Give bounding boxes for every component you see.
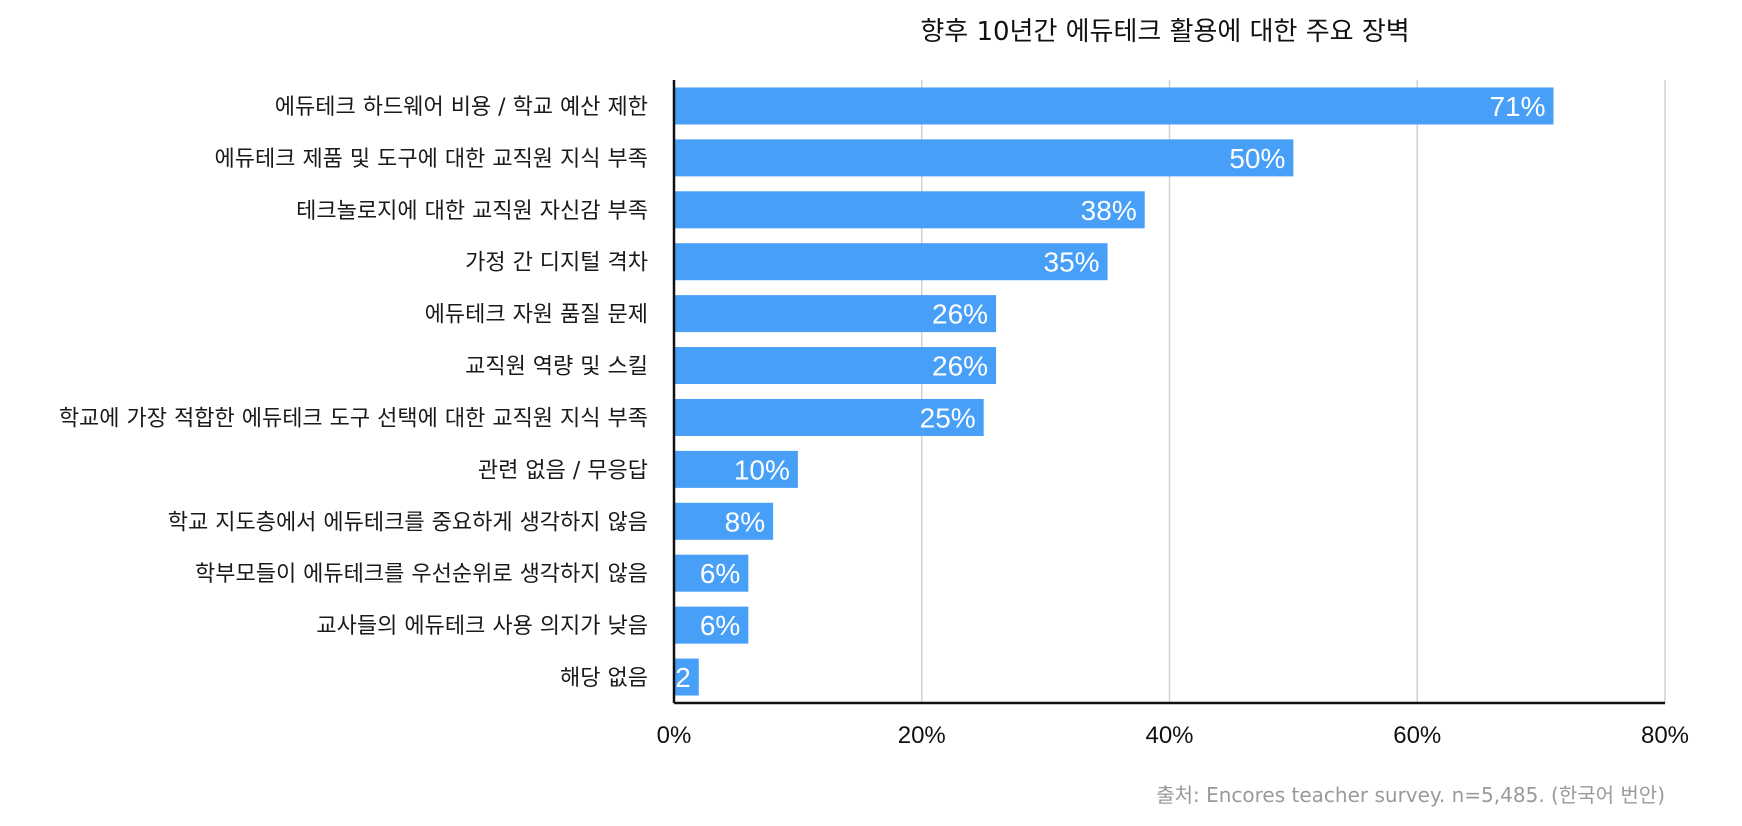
bar (674, 295, 997, 333)
bar-value-label: 10% (734, 454, 790, 485)
category-label: 학부모들이 에듀테크를 우선순위로 생각하지 않음 (195, 562, 648, 587)
x-axis-tick-labels: 0% 20% 40% 60% 80% (657, 722, 1689, 749)
bar-value-label: 6% (700, 558, 740, 589)
bar-value-label: 26% (932, 351, 988, 382)
bar-value-label: 6% (700, 610, 740, 641)
bar (674, 243, 1108, 281)
bar-value-label: 26% (932, 299, 988, 330)
chart-title: 향후 10년간 에듀테크 활용에 대한 주요 장벽 (920, 17, 1409, 47)
category-label: 교사들의 에듀테크 사용 의지가 낮음 (316, 614, 648, 639)
bar (674, 191, 1145, 229)
bar-value-label: 35% (1044, 247, 1100, 278)
x-tick-label: 40% (1145, 722, 1193, 749)
bar (674, 398, 984, 436)
bar-value-label: 50% (1229, 143, 1285, 174)
category-label: 학교 지도층에서 에듀테크를 중요하게 생각하지 않음 (168, 510, 648, 535)
bar-value-label: 25% (920, 402, 976, 433)
category-label: 테크놀로지에 대한 교직원 자신감 부족 (296, 199, 648, 224)
bar (674, 450, 798, 488)
x-tick-label: 20% (898, 722, 946, 749)
bar (674, 554, 749, 592)
bar-value-label: 38% (1081, 195, 1137, 226)
bar (674, 87, 1554, 125)
x-tick-label: 0% (657, 722, 692, 749)
category-label: 에듀테크 자원 품질 문제 (425, 303, 648, 328)
x-tick-label: 60% (1393, 722, 1441, 749)
category-label: 에듀테크 하드웨어 비용 / 학교 예산 제한 (275, 95, 648, 120)
x-tick-label: 80% (1641, 722, 1689, 749)
bar (674, 347, 997, 385)
category-label: 에듀테크 제품 및 도구에 대한 교직원 지식 부족 (214, 147, 648, 172)
bar-value-label: 71% (1489, 91, 1545, 122)
category-label: 학교에 가장 적합한 에듀테크 도구 선택에 대한 교직원 지식 부족 (59, 406, 648, 431)
bar (674, 658, 699, 696)
bar (674, 139, 1294, 177)
category-label: 가정 간 디지털 격차 (465, 251, 648, 276)
source-note: 출처: Encores teacher survey. n=5,485. (한국… (1156, 783, 1665, 807)
category-label: 해당 없음 (560, 666, 648, 691)
category-label: 교직원 역량 및 스킬 (465, 355, 648, 380)
gridlines (921, 80, 1666, 703)
bars: 71% 50% 38% 35% 26% 26% 25% 10% 8% 6% 6% 2 (674, 87, 1554, 696)
category-label: 관련 없음 / 무응답 (478, 458, 648, 483)
bar-value-label: 2 (675, 662, 691, 693)
bar (674, 606, 749, 644)
bar-value-label: 8% (725, 506, 765, 537)
bar (674, 502, 774, 540)
